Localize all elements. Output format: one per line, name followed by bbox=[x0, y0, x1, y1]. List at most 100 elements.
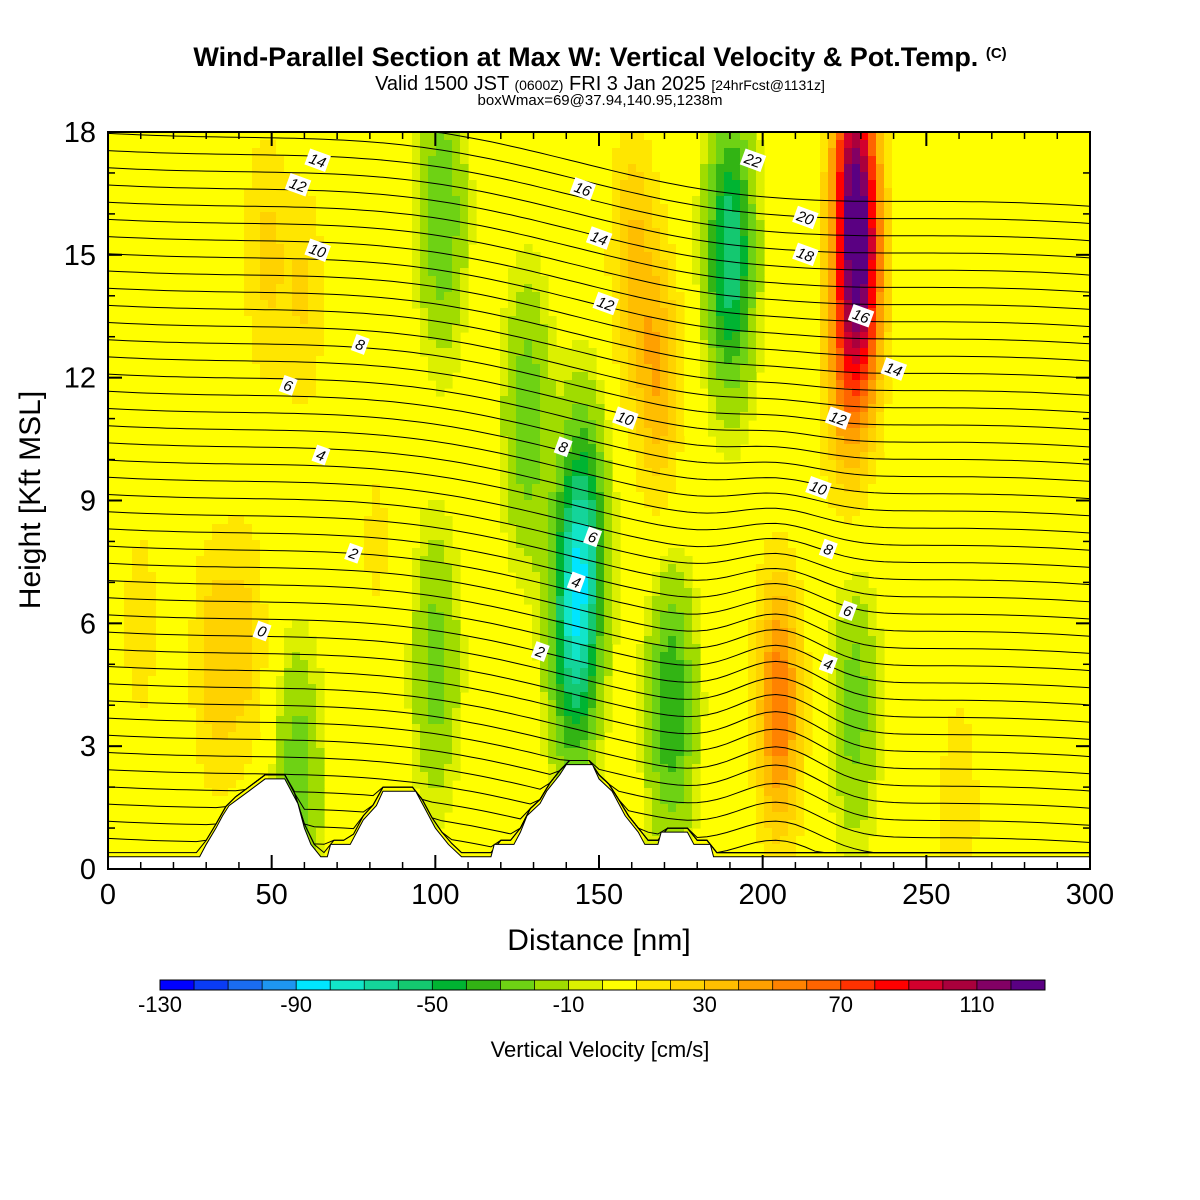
field-cell bbox=[780, 692, 789, 701]
field-cell bbox=[860, 700, 869, 709]
field-cell bbox=[796, 612, 805, 621]
field-cell bbox=[684, 692, 693, 701]
field-cell bbox=[292, 412, 301, 421]
field-cell bbox=[860, 260, 869, 269]
field-cell bbox=[668, 668, 677, 677]
field-cell bbox=[940, 764, 949, 773]
field-cell bbox=[124, 636, 133, 645]
field-cell bbox=[644, 380, 653, 389]
field-cell bbox=[276, 396, 285, 405]
field-cell bbox=[932, 836, 941, 845]
field-cell bbox=[732, 364, 741, 373]
field-cell bbox=[772, 556, 781, 565]
field-cell bbox=[604, 332, 613, 341]
field-cell bbox=[676, 428, 685, 437]
field-cell bbox=[940, 740, 949, 749]
field-cell bbox=[556, 660, 565, 669]
field-cell bbox=[524, 420, 533, 429]
field-cell bbox=[444, 604, 453, 613]
field-cell bbox=[612, 556, 621, 565]
field-cell bbox=[236, 540, 245, 549]
field-cell bbox=[260, 388, 269, 397]
field-cell bbox=[228, 652, 237, 661]
field-cell bbox=[604, 316, 613, 325]
theta-contour-label: 8 bbox=[553, 436, 573, 457]
field-cell bbox=[868, 284, 877, 293]
field-cell bbox=[300, 380, 309, 389]
field-cell bbox=[564, 636, 573, 645]
field-cell bbox=[804, 660, 813, 669]
field-cell bbox=[268, 164, 277, 173]
field-cell bbox=[436, 820, 445, 829]
field-cell bbox=[204, 796, 213, 805]
field-cell bbox=[764, 764, 773, 773]
field-cell bbox=[508, 548, 517, 557]
field-cell bbox=[148, 556, 157, 565]
field-cell bbox=[180, 700, 189, 709]
field-cell bbox=[820, 236, 829, 245]
field-cell bbox=[540, 500, 549, 509]
field-cell bbox=[644, 460, 653, 469]
field-cell bbox=[852, 812, 861, 821]
field-cell bbox=[268, 156, 277, 165]
field-cell bbox=[828, 708, 837, 717]
field-cell bbox=[892, 140, 901, 149]
field-cell bbox=[724, 268, 733, 277]
field-cell bbox=[252, 284, 261, 293]
field-cell bbox=[564, 468, 573, 477]
field-cell bbox=[444, 652, 453, 661]
field-cell bbox=[212, 612, 221, 621]
field-cell bbox=[132, 540, 141, 549]
field-cell bbox=[964, 740, 973, 749]
field-cell bbox=[220, 636, 229, 645]
field-cell bbox=[604, 252, 613, 261]
theta-contour-line bbox=[108, 167, 1090, 259]
field-cell bbox=[932, 820, 941, 829]
contour-label-box bbox=[818, 653, 838, 675]
field-cell bbox=[676, 604, 685, 613]
field-cell bbox=[964, 764, 973, 773]
field-cell bbox=[204, 548, 213, 557]
field-cell bbox=[292, 204, 301, 213]
field-cell bbox=[508, 332, 517, 341]
field-cell bbox=[116, 556, 125, 565]
field-cell bbox=[620, 364, 629, 373]
field-cell bbox=[196, 540, 205, 549]
field-cell bbox=[612, 252, 621, 261]
field-cell bbox=[940, 724, 949, 733]
field-cell bbox=[844, 620, 853, 629]
field-cell bbox=[796, 684, 805, 693]
field-cell bbox=[836, 332, 845, 341]
field-cell bbox=[132, 556, 141, 565]
field-cell bbox=[780, 812, 789, 821]
field-cell bbox=[796, 540, 805, 549]
field-cell bbox=[420, 284, 429, 293]
field-cell bbox=[596, 436, 605, 445]
field-cell bbox=[236, 644, 245, 653]
field-cell bbox=[444, 772, 453, 781]
field-cell bbox=[436, 668, 445, 677]
field-cell bbox=[860, 724, 869, 733]
field-cell bbox=[828, 140, 837, 149]
field-cell bbox=[572, 428, 581, 437]
field-cell bbox=[124, 628, 133, 637]
field-cell bbox=[436, 292, 445, 301]
field-cell bbox=[500, 412, 509, 421]
field-cell bbox=[940, 716, 949, 725]
field-cell bbox=[796, 652, 805, 661]
field-cell bbox=[828, 804, 837, 813]
field-cell bbox=[580, 580, 589, 589]
field-cell bbox=[532, 252, 541, 261]
field-cell bbox=[812, 300, 821, 309]
field-cell bbox=[644, 500, 653, 509]
field-cell bbox=[844, 708, 853, 717]
field-cell bbox=[844, 228, 853, 237]
field-cell bbox=[956, 828, 965, 837]
field-cell bbox=[580, 620, 589, 629]
field-cell bbox=[676, 548, 685, 557]
field-cell bbox=[460, 140, 469, 149]
field-cell bbox=[324, 364, 333, 373]
field-cell bbox=[964, 780, 973, 789]
field-cell bbox=[716, 292, 725, 301]
field-cell bbox=[852, 140, 861, 149]
